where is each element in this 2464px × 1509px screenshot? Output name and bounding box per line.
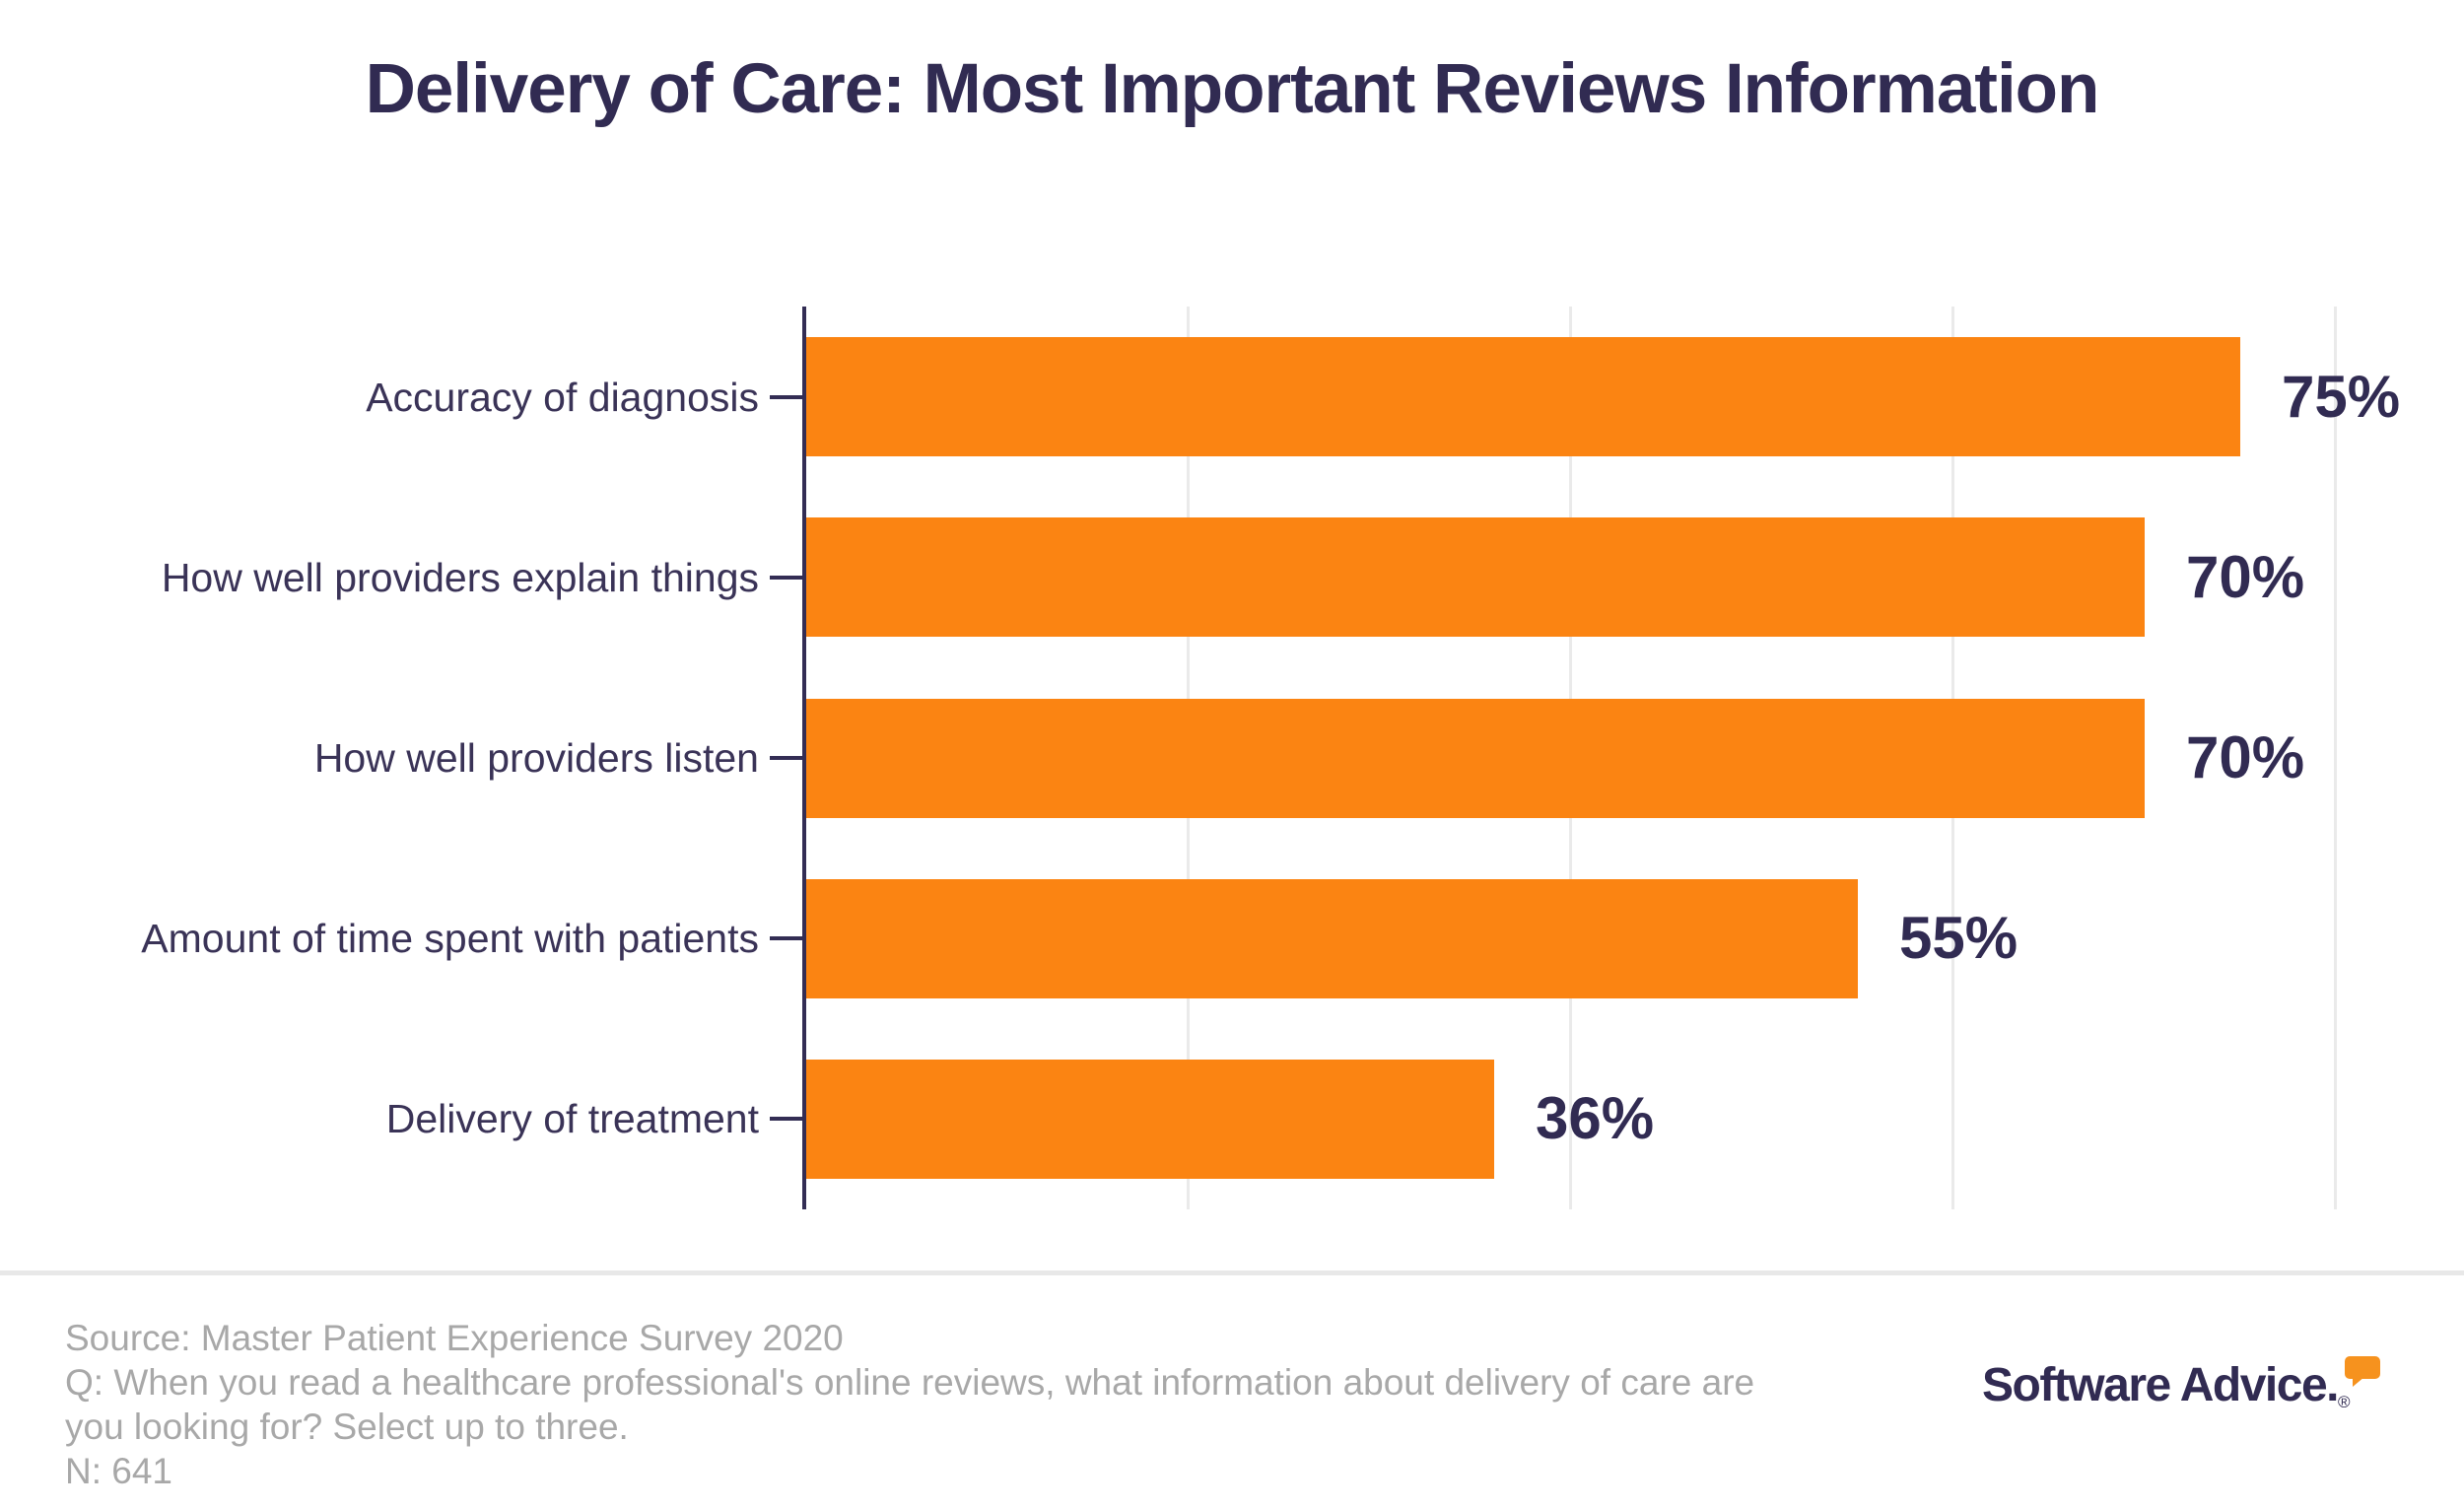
axis-tick <box>770 575 802 580</box>
value-label: 70% <box>2186 724 2305 790</box>
value-label: 70% <box>2186 543 2305 610</box>
axis-tick <box>770 936 802 941</box>
footer-divider <box>0 1270 2464 1275</box>
axis-tick <box>770 1117 802 1122</box>
source-line: Source: Master Patient Experience Survey… <box>65 1318 844 1358</box>
sample-size-line: N: 641 <box>65 1451 173 1491</box>
value-label: 55% <box>1899 905 2019 972</box>
category-label: How well providers listen <box>313 735 759 781</box>
bar <box>806 337 2240 457</box>
bar <box>806 517 2145 638</box>
logo-mark: ® <box>2338 1356 2383 1414</box>
bar <box>806 878 1858 998</box>
source-note: Source: Master Patient Experience Survey… <box>65 1316 1754 1493</box>
bar <box>806 698 2145 818</box>
gridline-80pct <box>2334 307 2337 1209</box>
logo-wordmark: Software Advice. <box>1981 1359 2340 1411</box>
axis-tick <box>770 394 802 399</box>
axis-tick <box>770 756 802 760</box>
question-line-2: you looking for? Select up to three. <box>65 1406 629 1447</box>
category-label: How well providers explain things <box>161 554 759 600</box>
chart-title: Delivery of Care: Most Important Reviews… <box>365 50 2100 128</box>
y-axis-line <box>802 307 806 1209</box>
registered-trademark-symbol: ® <box>2338 1393 2351 1411</box>
bar <box>806 1059 1494 1179</box>
category-label: Accuracy of diagnosis <box>366 374 759 420</box>
value-label: 36% <box>1536 1085 1655 1152</box>
category-label: Amount of time spent with patients <box>141 916 759 962</box>
speech-bubble-icon <box>2345 1356 2380 1387</box>
software-advice-logo: Software Advice. ® <box>1981 1356 2383 1414</box>
value-label: 75% <box>2282 363 2401 430</box>
question-line-1: Q: When you read a healthcare profession… <box>65 1362 1755 1403</box>
category-label: Delivery of treatment <box>385 1096 759 1142</box>
